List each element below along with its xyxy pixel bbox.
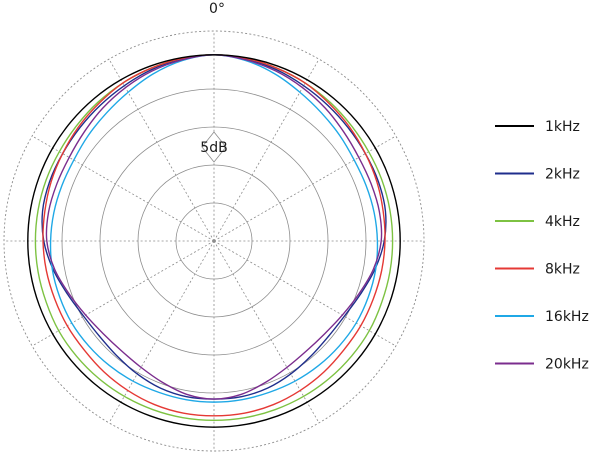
angle-label-0-deg: 0° (209, 1, 225, 17)
legend-label-1khz: 1kHz (545, 119, 580, 135)
legend-label-8khz: 8kHz (545, 262, 580, 278)
series-curve-1khz (27, 54, 401, 428)
grid-spoke-2 (213, 135, 397, 242)
polar-grid (3, 30, 425, 452)
series-curve-20khz (45, 54, 383, 400)
ring-step-label-box (201, 131, 227, 163)
polar-curves (27, 54, 401, 428)
legend: 1kHz 2kHz 4kHz 8kHz 16kHz 20kHz (495, 119, 589, 373)
grid-spoke-11 (108, 58, 215, 242)
ring-step-label: 5dB (200, 131, 228, 163)
series-curve-4khz (34, 54, 394, 422)
ring-step-label-text: 5dB (200, 140, 227, 156)
grid-spoke-4 (213, 240, 397, 347)
legend-label-4khz: 4kHz (545, 214, 580, 230)
legend-label-16khz: 16kHz (545, 309, 589, 325)
grid-spoke-8 (31, 240, 215, 347)
grid-ring-outer (3, 30, 425, 452)
grid-spoke-1 (213, 58, 320, 242)
series-curve-8khz (42, 54, 386, 417)
polar-labels: 0° 5dB (200, 1, 228, 163)
legend-label-20khz: 20kHz (545, 357, 589, 373)
series-curve-16khz (49, 54, 379, 403)
grid-spoke-10 (31, 135, 215, 242)
grid-spoke-7 (108, 240, 215, 424)
grid-spoke-5 (213, 240, 320, 424)
legend-label-2khz: 2kHz (545, 167, 580, 183)
